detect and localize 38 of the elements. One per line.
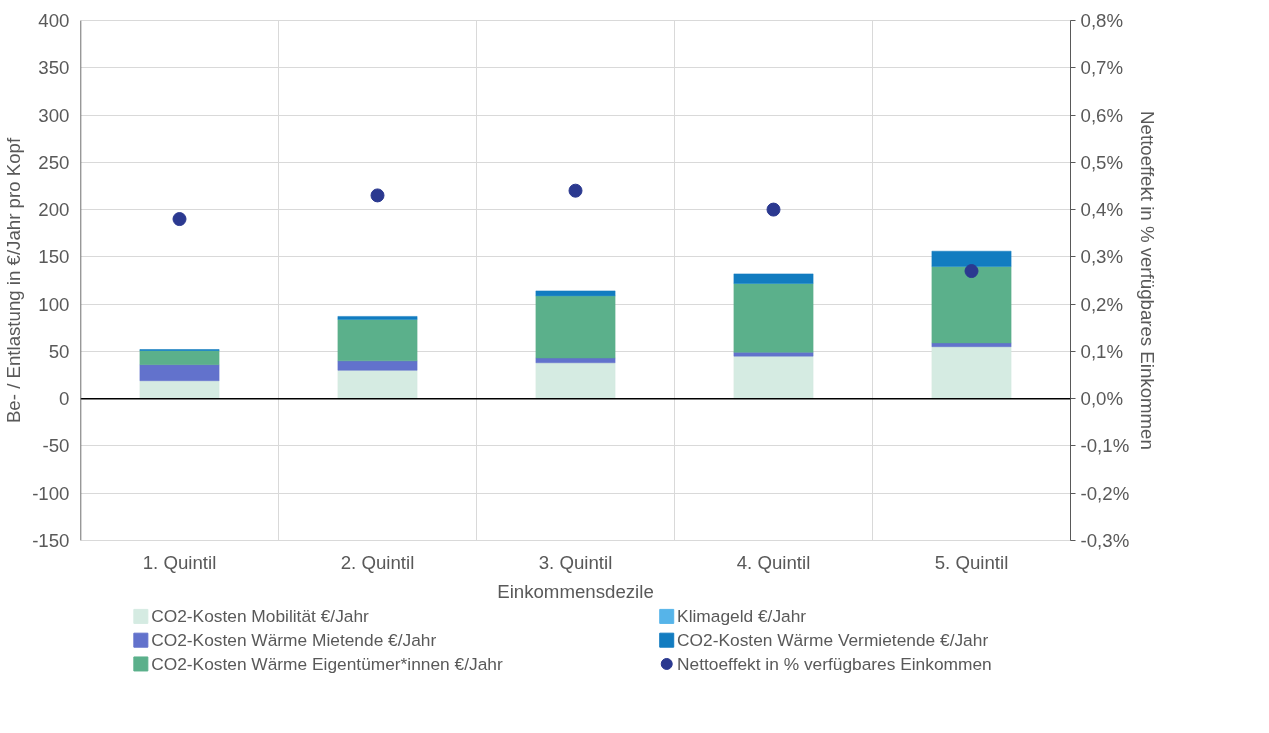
y-tick-label: 350 bbox=[38, 57, 70, 79]
y-axis-title: Be- / Entlastung in €/Jahr pro Kopf bbox=[3, 137, 25, 424]
x-tick-label: 5. Quintil bbox=[934, 551, 1009, 573]
y-tick-label: 200 bbox=[38, 199, 70, 221]
x-tick-label: 3. Quintil bbox=[538, 551, 613, 573]
legend-label: CO2-Kosten Wärme Mietende €/Jahr bbox=[151, 630, 437, 651]
legend-label: CO2-Kosten Mobilität €/Jahr bbox=[151, 606, 370, 627]
y-tick-label: -100 bbox=[32, 482, 70, 504]
y2-tick-label: 0,1% bbox=[1080, 340, 1124, 362]
y2-tick-label: -0,2% bbox=[1080, 482, 1130, 504]
y-tick-label: -50 bbox=[42, 435, 70, 457]
y-tick-label: 150 bbox=[38, 246, 70, 268]
y2-tick-label: 0,0% bbox=[1080, 388, 1124, 410]
x-tick-label: 1. Quintil bbox=[142, 551, 217, 573]
y-tick-label: 100 bbox=[38, 293, 70, 315]
y-tick-label: 400 bbox=[38, 10, 70, 31]
y2-tick-label: 0,2% bbox=[1080, 293, 1124, 315]
legend-label: Nettoeffekt in % verfügbares Einkommen bbox=[677, 653, 992, 674]
x-tick-label: 2. Quintil bbox=[340, 551, 415, 573]
y2-tick-label: 0,5% bbox=[1080, 151, 1124, 173]
y2-axis-title: Nettoeffekt in % verfügbares Einkommen bbox=[1137, 111, 1159, 450]
x-tick-label: 4. Quintil bbox=[736, 551, 811, 573]
y-tick-label: 50 bbox=[48, 340, 70, 362]
y2-tick-label: 0,3% bbox=[1080, 246, 1124, 268]
y-tick-label: 250 bbox=[38, 151, 70, 173]
y2-tick-label: 0,4% bbox=[1080, 199, 1124, 221]
y2-tick-label: 0,6% bbox=[1080, 104, 1124, 126]
legend-label: Klimageld €/Jahr bbox=[677, 606, 807, 627]
y2-tick-label: -0,3% bbox=[1080, 530, 1130, 551]
y2-tick-label: 0,7% bbox=[1080, 57, 1124, 79]
legend-label: CO2-Kosten Wärme Vermietende €/Jahr bbox=[677, 630, 989, 651]
x-axis-title: Einkommensdezile bbox=[497, 580, 654, 602]
y-tick-label: 300 bbox=[38, 104, 70, 126]
y2-tick-label: -0,1% bbox=[1080, 435, 1130, 457]
y-tick-label: -150 bbox=[32, 530, 70, 551]
legend-label: CO2-Kosten Wärme Eigentümer*innen €/Jahr bbox=[151, 653, 503, 674]
y2-tick-label: 0,8% bbox=[1080, 10, 1124, 31]
y-tick-label: 0 bbox=[59, 388, 70, 410]
